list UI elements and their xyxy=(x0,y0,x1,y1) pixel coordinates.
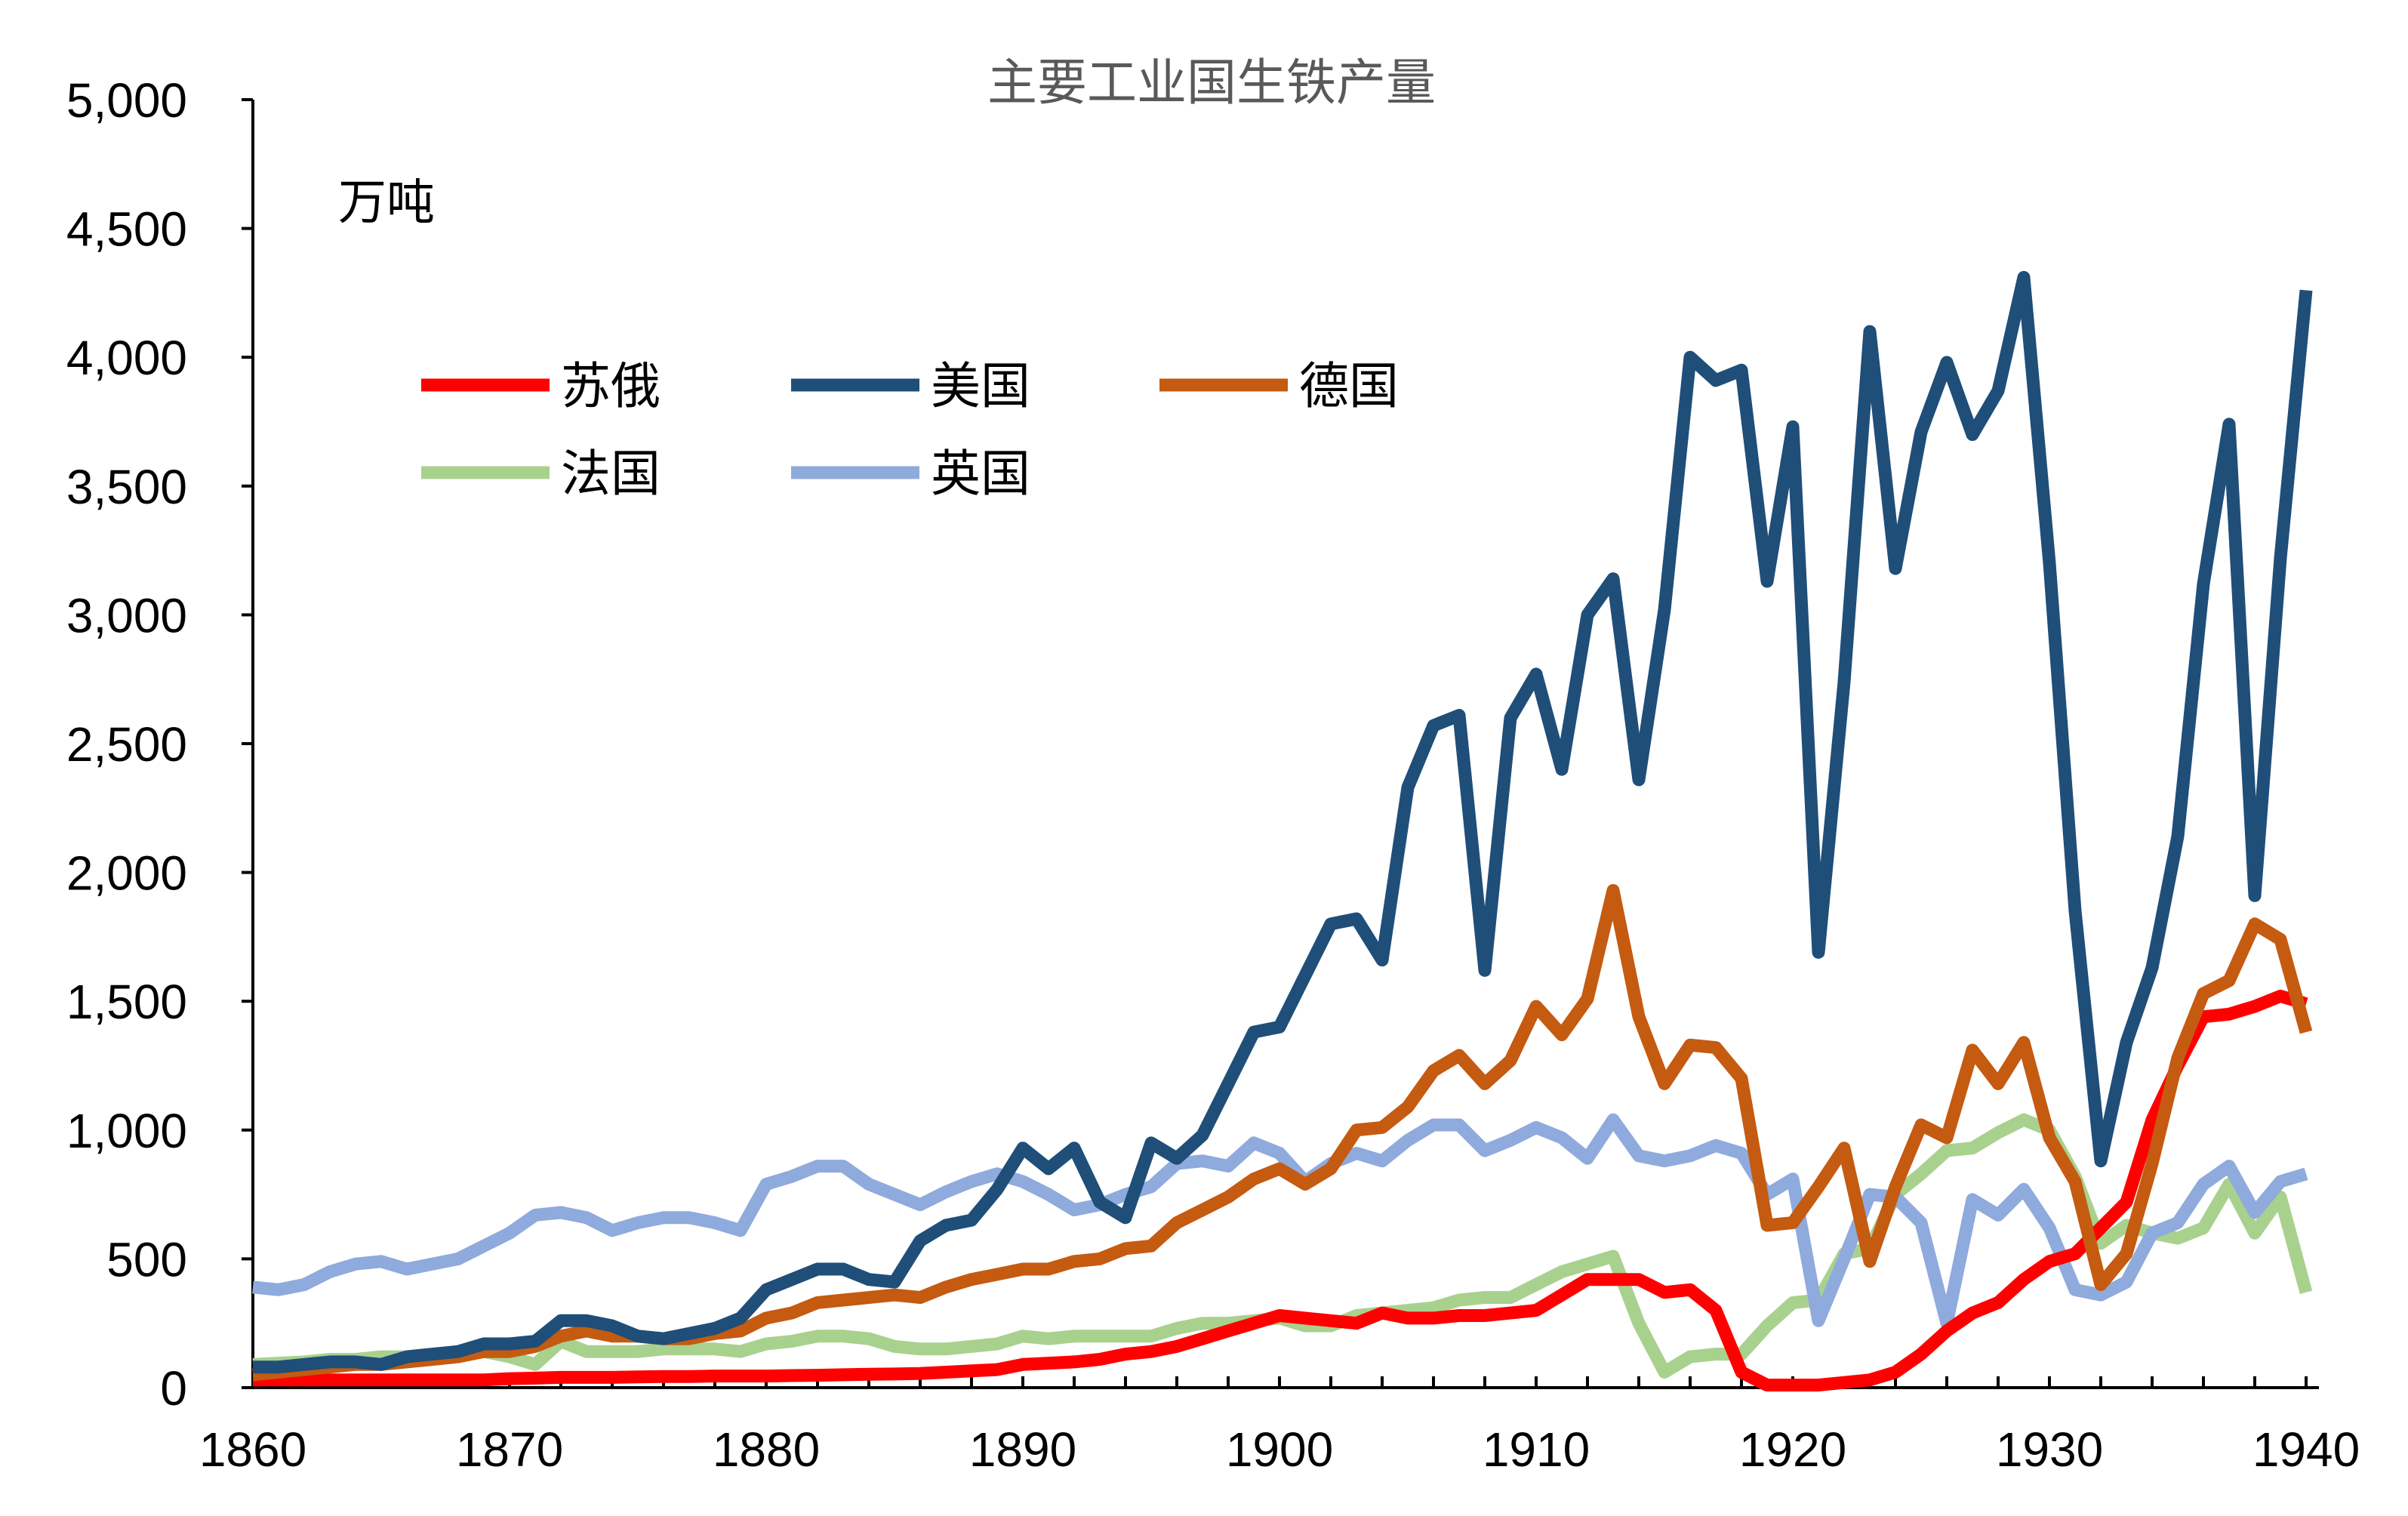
series-line-美国 xyxy=(253,270,2313,1374)
legend-label-英国: 英国 xyxy=(931,445,1030,503)
legend: 苏俄 美国 德国 法国 英国 xyxy=(421,357,1399,503)
series-line-英国 xyxy=(252,1113,2308,1330)
legend-item-法国: 法国 xyxy=(421,445,661,503)
x-tick-label: 1860 xyxy=(199,1422,306,1477)
x-tick-label: 1870 xyxy=(456,1422,563,1477)
y-tick-label: 2,500 xyxy=(66,717,187,772)
x-tick-label: 1890 xyxy=(969,1422,1076,1477)
x-tick-label: 1910 xyxy=(1483,1422,1590,1477)
y-tick-label: 500 xyxy=(106,1232,187,1286)
y-tick-label: 0 xyxy=(160,1361,187,1416)
x-tick-label: 1930 xyxy=(1996,1422,2103,1477)
y-unit-label: 万吨 xyxy=(338,175,435,231)
y-tick-label: 3,000 xyxy=(66,588,187,642)
y-tick-label: 5,000 xyxy=(66,73,187,128)
series-line-德国 xyxy=(252,884,2313,1382)
y-tick-label: 3,500 xyxy=(66,460,187,514)
x-tick-label: 1900 xyxy=(1226,1422,1333,1477)
y-ticks: 0 500 1,000 1,500 2,000 2,500 3,000 3,500 4,000 4… xyxy=(66,73,253,1416)
legend-item-苏俄: 苏俄 xyxy=(421,357,661,415)
legend-label-法国: 法国 xyxy=(561,445,661,503)
legend-label-苏俄: 苏俄 xyxy=(561,357,661,415)
y-tick-label: 1,500 xyxy=(66,975,187,1029)
legend-item-美国: 美国 xyxy=(791,357,1030,415)
y-tick-label: 2,000 xyxy=(66,846,187,901)
series-group xyxy=(252,270,2313,1392)
chart-title: 主要工业国生铁产量 xyxy=(987,54,1436,112)
x-tick-label: 1880 xyxy=(713,1422,820,1477)
x-tick-label: 1940 xyxy=(2252,1422,2360,1477)
y-tick-label: 4,500 xyxy=(66,202,187,257)
x-tick-label: 1920 xyxy=(1739,1422,1846,1477)
x-ticks: 1860 1870 1880 1890 1900 1910 1920 1930 1940 xyxy=(199,1376,2360,1477)
legend-label-美国: 美国 xyxy=(931,357,1030,415)
legend-item-德国: 德国 xyxy=(1159,357,1399,415)
legend-item-英国: 英国 xyxy=(791,445,1030,503)
y-tick-label: 1,000 xyxy=(66,1104,187,1158)
legend-label-德国: 德国 xyxy=(1299,357,1399,415)
y-tick-label: 4,000 xyxy=(66,331,187,385)
series-line-苏俄 xyxy=(253,989,2308,1392)
